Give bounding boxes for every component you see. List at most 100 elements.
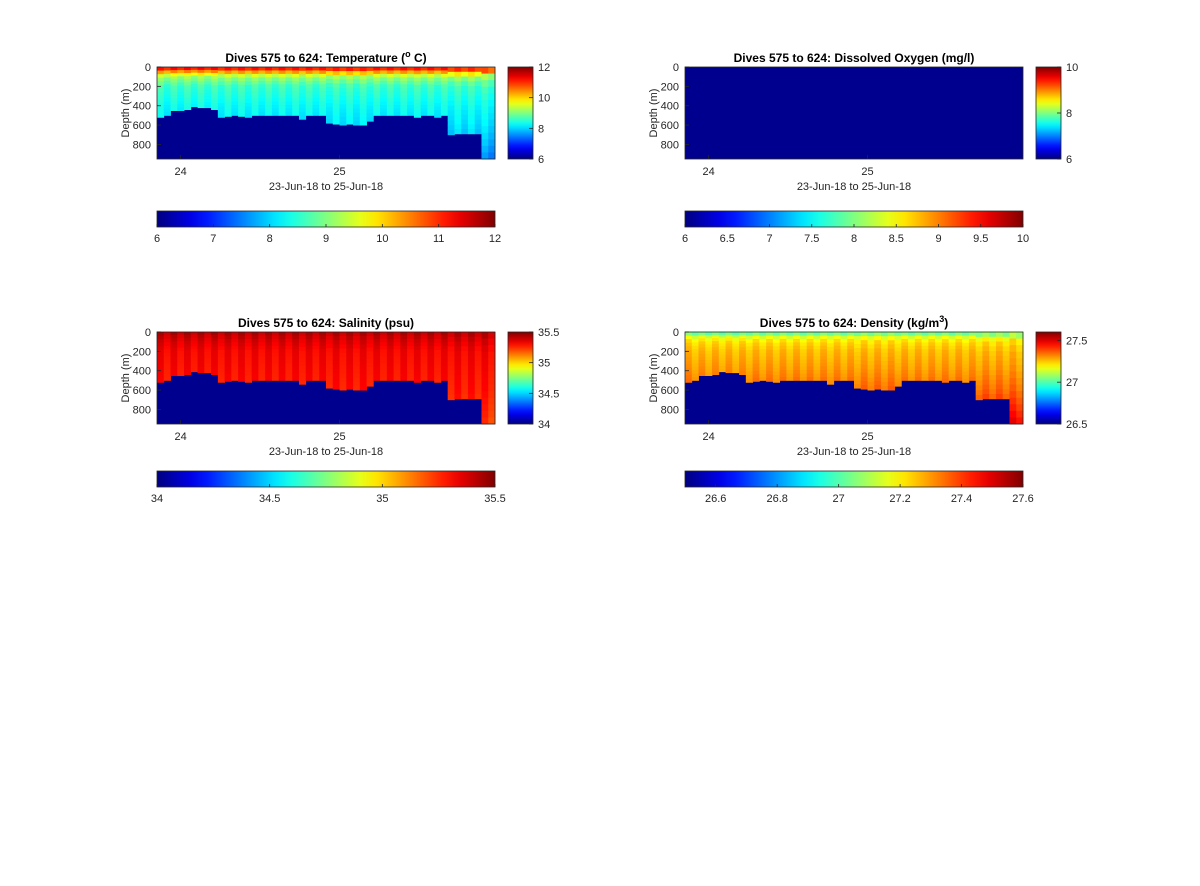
dive-cell <box>908 370 916 374</box>
dive-cell <box>454 90 462 97</box>
dive-cell <box>353 381 361 387</box>
y-tick-label: 800 <box>133 139 151 151</box>
dive-cell <box>955 345 963 350</box>
dive-cell <box>177 332 185 336</box>
dive-cell <box>326 67 334 72</box>
dive-cell <box>698 360 706 364</box>
dive-cell <box>170 332 178 336</box>
dive-cell <box>440 77 449 82</box>
dive-cell <box>190 366 198 370</box>
dive-cell <box>400 67 408 71</box>
dive-cell <box>941 371 950 376</box>
dive-cell <box>928 335 936 340</box>
dive-cell <box>413 335 422 340</box>
x-axis-label: 23-Jun-18 to 25-Jun-18 <box>269 446 383 458</box>
dive-cell <box>319 87 327 92</box>
dive-cell <box>298 365 307 370</box>
dive-cell <box>217 360 225 365</box>
dive-cell <box>454 119 462 125</box>
dive-cell <box>177 356 185 361</box>
dive-cell <box>766 363 774 368</box>
dive-cell <box>772 332 781 336</box>
dive-cell <box>725 343 733 347</box>
dive-cell <box>285 356 293 361</box>
dive-cell <box>840 359 848 364</box>
dive-cell <box>447 390 455 396</box>
dive-cell <box>1016 384 1024 392</box>
dive-cell <box>319 94 327 99</box>
dive-cell <box>718 346 726 350</box>
dive-cell <box>759 366 767 371</box>
dive-cell <box>251 108 259 113</box>
dive-cell <box>989 336 997 342</box>
dive-cell <box>380 98 388 102</box>
dive-cell <box>386 356 394 361</box>
dive-cell <box>474 360 482 366</box>
dive-cell <box>339 100 347 105</box>
dive-cell <box>488 119 496 127</box>
dive-cell <box>908 335 916 340</box>
dive-cell <box>732 346 740 350</box>
dive-cell <box>380 366 388 371</box>
dive-cell <box>271 91 280 96</box>
dive-cell <box>386 332 394 336</box>
dive-cell <box>332 332 340 337</box>
dive-cell <box>752 360 760 365</box>
dive-cell <box>278 335 286 340</box>
dive-cell <box>413 92 422 97</box>
dive-cell <box>265 87 273 92</box>
dive-cell <box>393 73 401 78</box>
horizontal-colorbar-tick-label: 27.4 <box>951 493 972 505</box>
dive-cell <box>231 359 239 364</box>
dive-cell <box>413 106 422 111</box>
dive-cell <box>962 346 970 351</box>
dive-cell <box>400 335 408 340</box>
dive-cell <box>995 384 1004 390</box>
horizontal-colorbar-tick-label: 7 <box>766 233 772 245</box>
dive-cell <box>285 105 293 109</box>
dive-cell <box>339 365 347 370</box>
dive-cell <box>170 347 178 352</box>
dive-cell <box>271 77 280 82</box>
dive-cell <box>177 347 185 352</box>
dive-cell <box>346 364 354 370</box>
dive-cell <box>366 82 374 87</box>
dive-cell <box>759 359 767 364</box>
dive-cell <box>359 348 367 354</box>
dive-cell <box>881 373 889 379</box>
dive-cell <box>373 77 381 82</box>
dive-cell <box>190 343 198 347</box>
dive-cell <box>278 73 286 78</box>
y-tick-label: 0 <box>145 327 151 339</box>
dive-cell <box>860 336 868 341</box>
dive-cell <box>407 98 415 102</box>
dive-cell <box>948 376 956 381</box>
dive-cell <box>346 87 354 92</box>
dive-cell <box>427 373 435 378</box>
dive-cell <box>691 366 699 371</box>
dive-cell <box>251 359 259 364</box>
dive-cell <box>806 356 814 361</box>
dive-cell <box>813 342 821 347</box>
dive-cell <box>461 105 469 111</box>
dive-cell <box>278 80 286 85</box>
dive-cell <box>177 76 185 80</box>
dive-cell <box>157 342 165 347</box>
dive-cell <box>874 372 882 378</box>
dive-cell <box>941 335 950 340</box>
dive-cell <box>975 370 983 376</box>
dive-cell <box>258 338 266 343</box>
dive-cell <box>1002 336 1010 342</box>
dive-cell <box>691 335 699 340</box>
dive-cell <box>467 389 476 395</box>
dive-cell <box>434 367 442 372</box>
dive-cell <box>298 81 307 87</box>
dive-cell <box>685 342 693 347</box>
dive-cell <box>786 370 794 374</box>
dive-cell <box>854 368 862 373</box>
dive-cell <box>474 389 482 395</box>
horizontal-colorbar <box>684 470 1024 488</box>
dive-cell <box>434 99 442 104</box>
horizontal-colorbar-tick-label: 10 <box>376 233 388 245</box>
